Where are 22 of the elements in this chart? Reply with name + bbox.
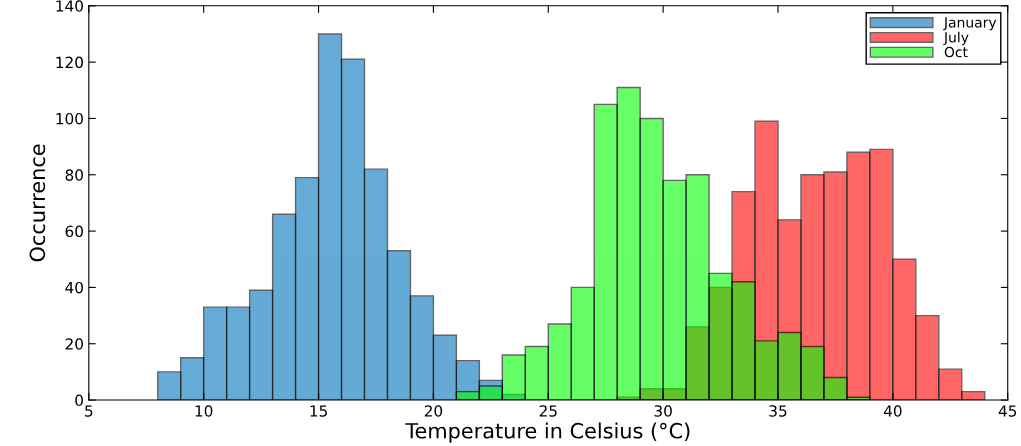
x-tick-label: 15: [310, 405, 327, 417]
y-tick-label: 0: [75, 394, 83, 407]
legend-label: January: [943, 17, 997, 31]
x-tick-label: 25: [539, 405, 557, 417]
y-tick-label: 120: [56, 56, 83, 69]
x-axis-title: Temperature in Celsius (°C): [405, 422, 690, 443]
x-tick-label: 30: [654, 405, 672, 417]
legend-label: Oct: [944, 46, 968, 58]
y-axis-title: Occurrence: [29, 144, 46, 262]
y-tick-label: 140: [56, 0, 83, 12]
x-tick-label: 35: [769, 405, 787, 417]
x-tick-label: 40: [883, 405, 902, 417]
x-tick-label: 10: [195, 405, 213, 417]
y-tick-label: 20: [65, 338, 83, 350]
x-tick-label: 20: [424, 405, 443, 417]
y-tick-label: 60: [65, 225, 83, 238]
x-tick-label: 45: [998, 405, 1017, 417]
legend-label: July: [943, 31, 969, 46]
x-tick-label: 5: [85, 405, 93, 417]
y-tick-label: 80: [65, 169, 83, 181]
y-tick-label: 100: [56, 112, 83, 125]
y-tick-label: 40: [65, 281, 83, 294]
